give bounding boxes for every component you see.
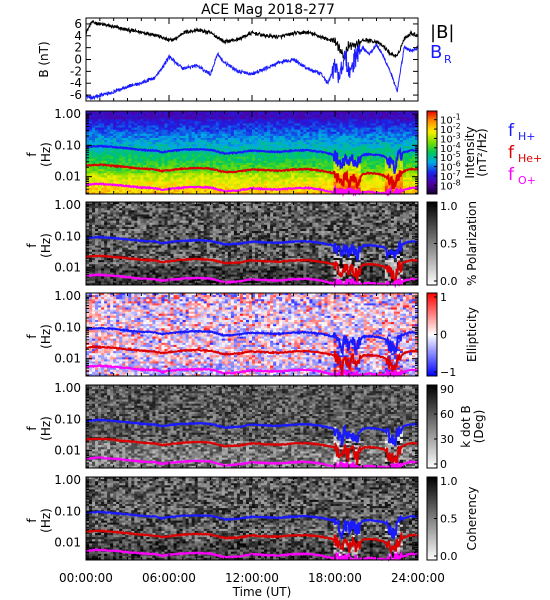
y-tick-label: 0.10	[54, 138, 81, 152]
x-tick-label: 06:00:00	[142, 571, 196, 585]
colorbar-tick-label: 0.0	[440, 275, 458, 288]
intensity-spectrogram-image	[86, 111, 418, 194]
colorbar-tick-label: 0.5	[440, 513, 458, 526]
polarization-spectrogram-image	[86, 202, 418, 285]
x-tick-label: 18:00:00	[308, 571, 362, 585]
colorbar-tick-label: 1	[440, 291, 447, 304]
colorbar-intensity: 10-110-210-310-410-510-610-710-8Intensit…	[427, 111, 489, 194]
colorbar-tick-label: 60	[440, 408, 454, 421]
x-tick-labels: 00:00:00 06:00:00 12:00:00 18:00:00 24:00:00	[59, 571, 445, 585]
legend-o-plus-symbol: f	[508, 165, 515, 185]
y-tick-label: -6	[70, 88, 82, 102]
ellipticity-spectrogram-image	[86, 293, 418, 376]
legend-b-magnitude: |B|	[430, 22, 454, 43]
legend-he-plus-symbol: f	[508, 143, 515, 163]
y-tick-label: 0.01	[54, 352, 81, 366]
colorbar-label: Coherency	[465, 486, 479, 550]
y-axis-label-unit: (Hz)	[39, 233, 53, 258]
y-axis-label-unit: (Hz)	[39, 324, 53, 349]
y-axis-label-unit: (Hz)	[39, 416, 53, 441]
y-axis-label-symbol: f	[25, 152, 39, 157]
y-tick-label: 0.01	[54, 536, 81, 550]
colorbar-tick-label: 30	[440, 433, 454, 446]
x-axis-label: Time (UT)	[232, 585, 292, 599]
y-axis-label: B (nT)	[37, 41, 51, 77]
colorbar-polarization: 1.0 0.5 0.0 % Polarization	[427, 200, 479, 288]
colorbar-coherency: 1.0 0.5 0.0 Coherency	[427, 475, 479, 563]
legend: |B|B R	[430, 22, 454, 66]
figure-title: ACE Mag 2018-277	[201, 2, 335, 18]
coherency-spectrogram-image	[86, 477, 418, 560]
y-tick-label: 0.01	[54, 444, 81, 458]
y-tick-label: 1.00	[54, 289, 81, 303]
colorbar-ellipticity: 1 0 −1 Ellipticity	[427, 291, 479, 379]
y-axis-label: f (Hz)	[25, 142, 53, 167]
y-tick-label: 0.10	[54, 320, 81, 334]
colorbar-tick-label: 0	[440, 329, 447, 342]
panel-intensity: 1.000.100.01f (Hz)10-110-210-310-410-510-…	[25, 107, 542, 194]
legend-b-r: B	[430, 42, 442, 63]
panel-polarization: 1.000.100.01f (Hz)1.00.50.0% Polarization	[25, 198, 479, 288]
y-axis-label-symbol: f	[25, 243, 39, 248]
colorbar-label: % Polarization	[465, 201, 479, 286]
gyrofrequency-legend: f H+f He+f O+	[508, 121, 542, 187]
colorbar-k-dot-b: 90 60 30 0 k dot B (Deg)	[427, 383, 486, 471]
colorbar-tick-label: 1.0	[440, 475, 458, 488]
y-axis-label-unit: (Hz)	[39, 142, 53, 167]
colorbar-label: Ellipticity	[465, 307, 479, 362]
y-tick-label: 1.00	[54, 473, 81, 487]
y-axis-label-symbol: f	[25, 334, 39, 339]
y-tick-label: 0.10	[54, 504, 81, 518]
legend-he-plus-subscript: He+	[518, 152, 542, 165]
legend-b-r-subscript: R	[444, 53, 452, 66]
k-dot-b-spectrogram-image	[86, 385, 418, 468]
y-tick-label: 0.01	[54, 261, 81, 275]
y-tick-label: 1.00	[54, 198, 81, 212]
y-tick-label: 0.10	[54, 229, 81, 243]
x-tick-label: 00:00:00	[59, 571, 113, 585]
y-tick-label: 1.00	[54, 381, 81, 395]
y-axis-label-symbol: f	[25, 426, 39, 431]
colorbar-label: k dot B (Deg)	[459, 405, 486, 447]
y-axis-label: f (Hz)	[25, 324, 53, 349]
x-tick-label: 24:00:00	[391, 571, 445, 585]
y-axis-label: f (Hz)	[25, 233, 53, 258]
y-axis-label-unit: (Hz)	[39, 508, 53, 533]
y-axis-label: f (Hz)	[25, 508, 53, 533]
y-tick-label: 0.01	[54, 170, 81, 184]
y-axis-label-symbol: f	[25, 518, 39, 523]
colorbar-tick-label: −1	[440, 366, 456, 379]
x-tick-label: 12:00:00	[225, 571, 279, 585]
colorbar-label-line1: k dot B	[459, 405, 473, 447]
colorbar-tick-label: 1.0	[440, 200, 458, 213]
colorbar-tick-label: 0	[440, 458, 447, 471]
colorbar-label-line2: (nT²/Hz)	[475, 128, 489, 176]
colorbar-tick-label: 10-8	[440, 178, 461, 192]
y-tick-label: 0.10	[54, 412, 81, 426]
legend-h-plus-symbol: f	[508, 121, 515, 141]
y-tick-label: 1.00	[54, 107, 81, 121]
colorbar-tick-label: 0.5	[440, 238, 458, 251]
colorbar-label-line2: (Deg)	[472, 410, 486, 444]
colorbar-tick-label: 90	[440, 383, 454, 396]
colorbar-label: Intensity(nT²/Hz)	[463, 126, 489, 178]
y-axis-label: f (Hz)	[25, 416, 53, 441]
colorbar-tick-label: 0.0	[440, 550, 458, 563]
legend-o-plus-subscript: O+	[518, 174, 536, 187]
legend-h-plus-subscript: H+	[518, 130, 536, 143]
